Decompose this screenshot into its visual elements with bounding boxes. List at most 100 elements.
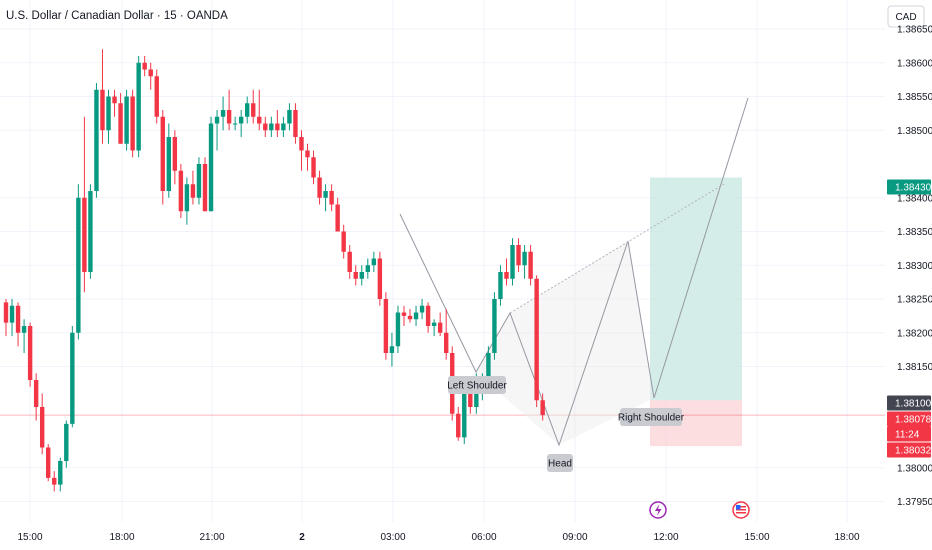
left-shoulder-label-text: Left Shoulder <box>447 381 507 392</box>
candle-body <box>15 305 21 333</box>
left-shoulder-label[interactable]: Left Shoulder <box>447 376 507 394</box>
candle-body <box>281 123 286 131</box>
candle-body <box>468 393 473 407</box>
candle-body <box>82 197 87 272</box>
candle-body <box>335 204 340 232</box>
candle-body <box>323 191 328 198</box>
candle-body <box>275 123 280 131</box>
price-scale-label: 1.38250 <box>897 295 932 306</box>
candle-body <box>293 110 298 137</box>
candle-body <box>305 150 310 158</box>
price-scale-label: 1.38200 <box>897 328 932 339</box>
price-scale-label: 1.37950 <box>897 497 932 508</box>
candle-body <box>498 272 503 299</box>
flash-event-icon[interactable] <box>649 501 667 519</box>
candle-body <box>106 96 111 131</box>
time-axis-label: 12:00 <box>653 532 678 543</box>
candle-body <box>395 312 401 347</box>
us-flag-event-icon[interactable] <box>732 501 750 519</box>
candle-body <box>413 312 419 320</box>
price-scale-label: 1.38550 <box>897 92 932 103</box>
candle-body <box>474 383 479 407</box>
candle-body <box>371 258 377 266</box>
time-axis-label: 18:00 <box>109 532 134 543</box>
lightning-icon <box>655 504 662 516</box>
candle-body <box>347 251 352 272</box>
candle-body <box>456 413 461 438</box>
time-axis-label: 06:00 <box>471 532 496 543</box>
head-label[interactable]: Head <box>547 454 573 472</box>
candle-body <box>462 393 467 438</box>
candle-body <box>540 400 545 416</box>
candle-body <box>377 258 383 299</box>
candle-body <box>70 332 75 424</box>
candle-body <box>142 62 147 70</box>
candle-body <box>504 272 509 279</box>
currency-button-box[interactable] <box>887 5 925 28</box>
candle-body <box>401 312 407 316</box>
time-axis-label: 21:00 <box>199 532 224 543</box>
countdown-badge-bg <box>887 426 931 442</box>
candle-body <box>190 184 196 198</box>
candle-body <box>58 461 63 485</box>
candle-body <box>160 116 165 191</box>
candle-body <box>100 89 105 131</box>
head-label-box <box>547 454 573 472</box>
flag-canton <box>736 505 741 510</box>
right-shoulder-label-box <box>620 408 682 426</box>
price-scale-label: 1.38000 <box>897 463 932 474</box>
candle-body <box>196 164 202 198</box>
candle-body <box>148 69 153 77</box>
candlestick-series <box>3 49 545 492</box>
candle-body <box>3 302 9 323</box>
price-scale[interactable]: 1.38650 1.38600 1.38550 1.38500 1.38400 1.383… <box>897 25 932 509</box>
target-price-badge-bg <box>887 179 931 195</box>
candle-body <box>486 353 491 380</box>
projection-line[interactable] <box>653 97 749 399</box>
candle-body <box>534 278 539 401</box>
candle-body <box>389 346 395 353</box>
left-shoulder-label-box <box>448 376 506 394</box>
candle-body <box>166 137 172 191</box>
candle-body <box>27 326 33 380</box>
candle-body <box>269 123 274 131</box>
price-scale-label: 1.38650 <box>897 25 932 36</box>
candle-body <box>437 322 443 333</box>
time-axis-label: 15:00 <box>17 532 42 543</box>
currency-button[interactable]: CAD <box>887 5 925 28</box>
candle-body <box>425 305 431 326</box>
countdown-badge: 11:24 <box>895 430 920 441</box>
time-axis-label: 15:00 <box>744 532 769 543</box>
candle-body <box>112 96 117 104</box>
candle-body <box>522 251 527 266</box>
candle-body <box>94 89 99 191</box>
time-axis-label: 2 <box>299 532 305 543</box>
candle-body <box>46 447 51 478</box>
candle-body <box>263 123 268 131</box>
candle-body <box>232 123 238 125</box>
price-badges: 1.38430 1.38100 1.38078 11:24 1.38032 <box>887 179 932 458</box>
candle-body <box>220 110 226 117</box>
flag-stripe <box>736 512 746 514</box>
candle-body <box>287 110 292 124</box>
candle-body <box>431 322 437 326</box>
candle-body <box>136 62 141 151</box>
time-axis-label: 03:00 <box>380 532 405 543</box>
candle-body <box>245 103 250 117</box>
time-axis[interactable]: 15:00 18:00 21:00 2 03:00 06:00 09:00 12:00 15:0… <box>17 532 859 543</box>
candle-body <box>184 184 190 212</box>
flag-stripe <box>736 506 746 508</box>
pattern-fill-area <box>476 241 654 445</box>
candle-body <box>257 116 262 124</box>
candle-body <box>317 177 322 198</box>
currency-button-label[interactable]: CAD <box>895 12 916 23</box>
candle-body <box>172 137 178 171</box>
candle-body <box>311 157 316 178</box>
flag-stripe <box>736 509 746 511</box>
chart-grid <box>0 0 885 522</box>
candle-body <box>9 305 15 323</box>
candle-body <box>202 164 208 212</box>
candle-body <box>299 137 304 151</box>
right-shoulder-label[interactable]: Right Shoulder <box>618 408 685 426</box>
